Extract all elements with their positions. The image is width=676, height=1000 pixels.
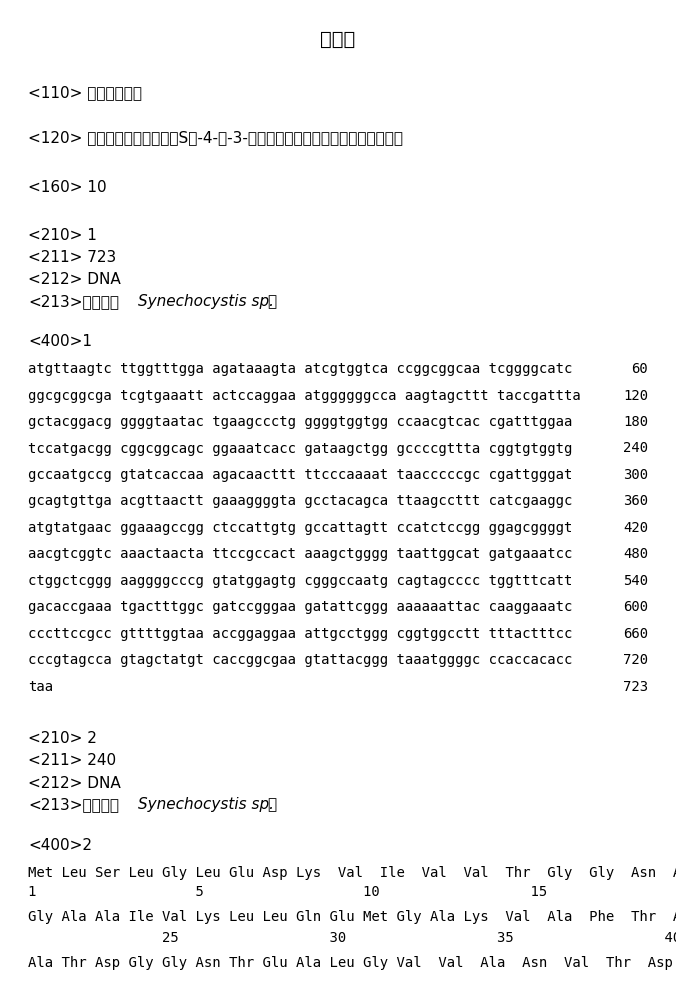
- Text: 723: 723: [623, 680, 648, 694]
- Text: <400>1: <400>1: [28, 334, 92, 349]
- Text: ggcgcggcga tcgtgaaatt actccaggaa atggggggcca aagtagcttt taccgattta: ggcgcggcga tcgtgaaatt actccaggaa atggggg…: [28, 389, 581, 403]
- Text: <120> 一种不对称转化制备（S）-4-氯-3-羟基丁酸乙酯的重组大肠杆菌及其应用: <120> 一种不对称转化制备（S）-4-氯-3-羟基丁酸乙酯的重组大肠杆菌及其…: [28, 130, 403, 145]
- Text: atgttaagtc ttggtttgga agataaagta atcgtggtca ccggcggcaa tcggggcatc: atgttaagtc ttggtttgga agataaagta atcgtgg…: [28, 362, 573, 376]
- Text: 180: 180: [623, 415, 648, 429]
- Text: <400>2: <400>2: [28, 837, 92, 852]
- Text: atgtatgaac ggaaagccgg ctccattgtg gccattagtt ccatctccgg ggagcggggt: atgtatgaac ggaaagccgg ctccattgtg gccatta…: [28, 521, 573, 535]
- Text: tccatgacgg cggcggcagc ggaaatcacc gataagctgg gccccgttta cggtgtggtg: tccatgacgg cggcggcagc ggaaatcacc gataagc…: [28, 442, 573, 456]
- Text: 540: 540: [623, 574, 648, 588]
- Text: <212> DNA: <212> DNA: [28, 272, 121, 287]
- Text: 240: 240: [623, 442, 648, 456]
- Text: 1                   5                   10                  15                  : 1 5 10 15: [28, 886, 676, 900]
- Text: taa: taa: [28, 680, 53, 694]
- Text: Ala Thr Asp Gly Gly Asn Thr Glu Ala Leu Gly Val  Val  Ala  Asn  Val  Thr  Asp  L: Ala Thr Asp Gly Gly Asn Thr Glu Ala Leu …: [28, 955, 676, 969]
- Text: gcagtgttga acgttaactt gaaaggggta gcctacagca ttaagccttt catcgaaggc: gcagtgttga acgttaactt gaaaggggta gcctaca…: [28, 494, 573, 508]
- Text: 360: 360: [623, 494, 648, 508]
- Text: 120: 120: [623, 389, 648, 403]
- Text: cccttccgcc gttttggtaa accggaggaa attgcctggg cggtggcctt tttactttcc: cccttccgcc gttttggtaa accggaggaa attgcct…: [28, 627, 573, 641]
- Text: <210> 2: <210> 2: [28, 731, 97, 746]
- Text: aacgtcggtc aaactaacta ttccgccact aaagctgggg taattggcat gatgaaatcc: aacgtcggtc aaactaacta ttccgccact aaagctg…: [28, 547, 573, 561]
- Text: Synechocystis sp.: Synechocystis sp.: [138, 294, 274, 309]
- Text: <213>蓝细菌（: <213>蓝细菌（: [28, 294, 119, 309]
- Text: <210> 1: <210> 1: [28, 228, 97, 243]
- Text: cccgtagcca gtagctatgt caccggcgaa gtattacggg taaatggggc ccaccacacc: cccgtagcca gtagctatgt caccggcgaa gtattac…: [28, 653, 573, 667]
- Text: 25                  30                  35                  40: 25 30 35 40: [28, 930, 676, 944]
- Text: Met Leu Ser Leu Gly Leu Glu Asp Lys  Val  Ile  Val  Val  Thr  Gly  Gly  Asn  Arg: Met Leu Ser Leu Gly Leu Glu Asp Lys Val …: [28, 865, 676, 880]
- Text: <213>蓝细菌（: <213>蓝细菌（: [28, 798, 119, 812]
- Text: ）: ）: [268, 798, 276, 812]
- Text: <110> 华东理工大学: <110> 华东理工大学: [28, 85, 142, 100]
- Text: 序列表: 序列表: [320, 30, 356, 49]
- Text: Synechocystis sp.: Synechocystis sp.: [138, 798, 274, 812]
- Text: gccaatgccg gtatcaccaa agacaacttt ttcccaaaat taacccccgc cgattgggat: gccaatgccg gtatcaccaa agacaacttt ttcccaa…: [28, 468, 573, 482]
- Text: 660: 660: [623, 627, 648, 641]
- Text: <211> 240: <211> 240: [28, 754, 116, 768]
- Text: <160> 10: <160> 10: [28, 180, 107, 195]
- Text: 420: 420: [623, 521, 648, 535]
- Text: Gly Ala Ala Ile Val Lys Leu Leu Gln Glu Met Gly Ala Lys  Val  Ala  Phe  Thr  Asp: Gly Ala Ala Ile Val Lys Leu Leu Gln Glu …: [28, 910, 676, 924]
- Text: 480: 480: [623, 547, 648, 561]
- Text: 600: 600: [623, 600, 648, 614]
- Text: gctacggacg ggggtaatac tgaagccctg ggggtggtgg ccaacgtcac cgatttggaa: gctacggacg ggggtaatac tgaagccctg ggggtgg…: [28, 415, 573, 429]
- Text: 60: 60: [631, 362, 648, 376]
- Text: gacaccgaaa tgactttggc gatccgggaa gatattcggg aaaaaattac caaggaaatc: gacaccgaaa tgactttggc gatccgggaa gatattc…: [28, 600, 573, 614]
- Text: 720: 720: [623, 653, 648, 667]
- Text: 300: 300: [623, 468, 648, 482]
- Text: ）: ）: [268, 294, 276, 309]
- Text: <212> DNA: <212> DNA: [28, 776, 121, 790]
- Text: <211> 723: <211> 723: [28, 250, 116, 265]
- Text: ctggctcggg aaggggcccg gtatggagtg cgggccaatg cagtagcccc tggtttcatt: ctggctcggg aaggggcccg gtatggagtg cgggcca…: [28, 574, 573, 588]
